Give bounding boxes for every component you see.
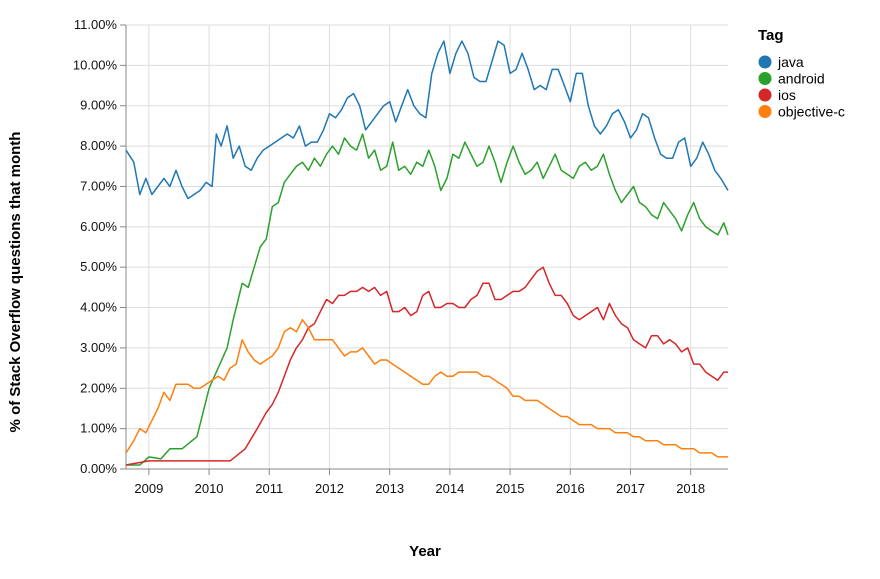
x-tick-label: 2017 xyxy=(616,481,645,496)
legend-label-ios: ios xyxy=(778,87,796,103)
y-tick-label: 10.00% xyxy=(73,57,118,72)
y-tick-label: 4.00% xyxy=(80,300,117,315)
legend-label-objective-c: objective-c xyxy=(778,104,845,120)
series-line-java xyxy=(125,40,729,200)
y-tick-label: 1.00% xyxy=(80,421,117,436)
y-tick-label: 6.00% xyxy=(80,219,117,234)
y-tick-label: 7.00% xyxy=(80,178,117,193)
x-tick-label: 2009 xyxy=(134,481,163,496)
legend-swatch-android xyxy=(758,72,772,85)
legend-label-android: android xyxy=(778,71,825,87)
legend-swatch-java xyxy=(758,55,772,69)
x-tick-label: 2014 xyxy=(435,481,464,496)
x-tick-label: 2018 xyxy=(676,481,705,496)
y-tick-label: 8.00% xyxy=(80,138,117,153)
y-tick-label: 0.00% xyxy=(80,461,117,476)
series-line-android xyxy=(126,133,729,466)
x-tick-label: 2012 xyxy=(315,481,344,496)
y-axis-title: % of Stack Overflow questions that month xyxy=(7,132,24,433)
x-tick-label: 2015 xyxy=(496,481,525,496)
y-tick-label: 3.00% xyxy=(80,340,117,355)
series-line-ios xyxy=(125,266,728,466)
series-lines xyxy=(125,40,729,466)
x-tick-label: 2010 xyxy=(195,481,224,496)
x-tick-label: 2011 xyxy=(255,481,283,496)
legend-swatch-objective-c xyxy=(758,105,772,118)
x-axis-title: Year xyxy=(409,543,441,560)
legend-title: Tag xyxy=(758,27,784,44)
x-tick-label: 2013 xyxy=(375,481,404,496)
x-tick-label: 2016 xyxy=(556,481,585,496)
x-axis-ticks: 2009 2010 2011 2012 2013 2014 2015 2016 2017 2018 xyxy=(134,469,705,496)
y-tick-label: 9.00% xyxy=(80,98,117,113)
y-tick-label: 11.00% xyxy=(74,17,118,32)
series-line-objective-c xyxy=(125,318,728,458)
axes xyxy=(125,25,728,470)
gridlines xyxy=(126,24,728,470)
y-tick-label: 2.00% xyxy=(80,380,117,395)
legend-label-java: java xyxy=(777,54,804,70)
legend-swatch-ios xyxy=(758,88,772,102)
y-tick-label: 5.00% xyxy=(80,259,117,274)
y-axis-ticks: 0.00% 1.00% 2.00% 3.00% 4.00% 5.00% 6.00% 7.00%… xyxy=(73,17,126,476)
